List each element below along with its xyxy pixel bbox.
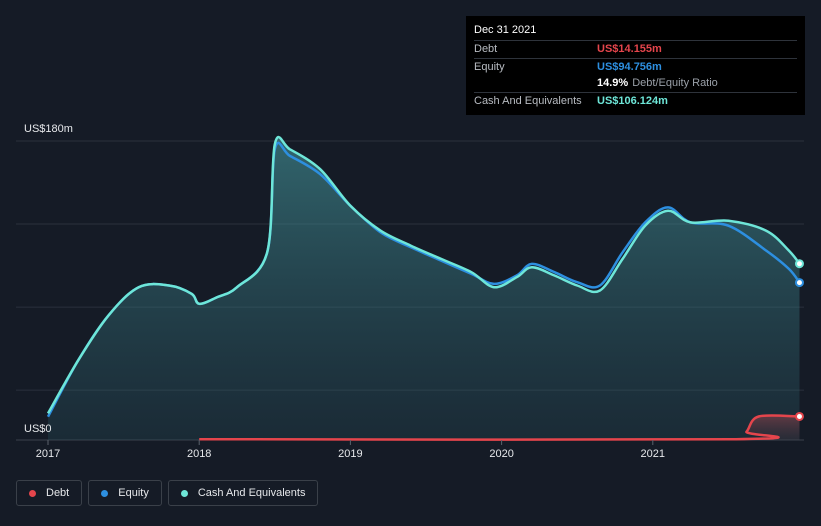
tooltip-debt-value: US$14.155m <box>597 43 662 56</box>
legend-item-debt[interactable]: Debt <box>16 480 83 506</box>
legend: Debt Equity Cash And Equivalents <box>16 480 319 506</box>
x-tick-label: 2017 <box>36 448 60 460</box>
equity-dot-icon <box>101 489 109 497</box>
cash-area <box>48 137 800 440</box>
legend-item-equity[interactable]: Equity <box>88 480 162 506</box>
debt-line <box>199 414 800 441</box>
series-lines <box>46 136 804 441</box>
tooltip-date: Dec 31 2021 <box>474 24 537 36</box>
tooltip-debt-label: Debt <box>474 43 498 56</box>
tooltip-equity-label: Equity <box>474 60 505 73</box>
tooltip-debt-row: Debt US$14.155m <box>474 40 797 58</box>
x-tick-label: 2020 <box>489 448 513 460</box>
x-tick-label: 2019 <box>338 448 362 460</box>
legend-debt-label: Debt <box>46 487 70 499</box>
x-tick-label: 2018 <box>187 448 211 460</box>
legend-cash-label: Cash And Equivalents <box>197 487 306 499</box>
cash-line <box>46 136 801 415</box>
tooltip-cash-row: Cash And Equivalents US$106.124m <box>474 91 797 110</box>
tooltip-equity-row: Equity US$94.756m <box>474 57 797 76</box>
x-tick-label: 2021 <box>641 448 665 460</box>
series-areas <box>48 137 800 440</box>
tooltip: Dec 31 2021 Debt US$14.155m Equity US$94… <box>466 16 805 115</box>
legend-equity-label: Equity <box>118 487 149 499</box>
tooltip-ratio-text: Debt/Equity Ratio <box>632 77 718 90</box>
debt-endpoint <box>794 411 804 421</box>
equity-endpoint <box>794 278 804 288</box>
legend-item-cash[interactable]: Cash And Equivalents <box>167 480 319 506</box>
tooltip-cash-value: US$106.124m <box>597 94 668 107</box>
tooltip-ratio-row: 14.9% Debt/Equity Ratio <box>474 75 797 92</box>
debt-dot-icon <box>29 489 36 497</box>
x-axis: 2017 2018 2019 2020 2021 <box>36 440 665 460</box>
y-axis-bottom-label: US$0 <box>24 423 52 435</box>
y-axis-top-label: US$180m <box>24 123 73 135</box>
cash-endpoint <box>794 259 804 269</box>
tooltip-ratio-value: 14.9% <box>597 77 629 90</box>
tooltip-equity-value: US$94.756m <box>597 60 662 73</box>
cash-dot-icon <box>180 489 188 497</box>
tooltip-cash-label: Cash And Equivalents <box>474 94 582 107</box>
